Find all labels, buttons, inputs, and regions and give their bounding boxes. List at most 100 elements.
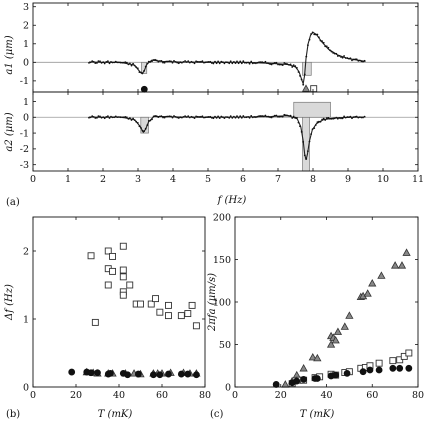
measured-point — [329, 49, 331, 52]
measured-point — [359, 116, 361, 118]
measured-point — [149, 119, 152, 122]
data-point-circle — [87, 369, 95, 377]
measured-point — [330, 117, 333, 120]
measured-point — [285, 114, 287, 117]
measured-point — [275, 114, 278, 117]
x-tick-label: 4 — [170, 174, 176, 185]
measured-point — [234, 62, 237, 64]
measured-point — [225, 61, 227, 64]
measured-point — [311, 31, 314, 34]
measured-point — [130, 64, 133, 67]
data-point-square — [375, 359, 383, 367]
measured-point — [239, 115, 242, 118]
measured-point — [303, 154, 306, 157]
measured-point — [233, 115, 235, 118]
measured-point — [324, 45, 327, 48]
measured-point — [166, 60, 169, 63]
panel-label-a: (a) — [6, 197, 20, 208]
c-x-axis-label: T (mK) — [300, 409, 335, 420]
measured-point — [272, 115, 275, 118]
measured-point — [147, 120, 150, 122]
measured-point — [351, 59, 353, 62]
measured-point — [203, 61, 205, 64]
measured-point — [97, 60, 100, 62]
measured-point — [302, 141, 305, 143]
x-tick-label: 6 — [240, 174, 246, 185]
measured-point — [307, 150, 309, 153]
measured-point — [233, 61, 235, 63]
measured-point — [179, 116, 182, 119]
data-point-triangle — [340, 322, 349, 330]
measured-point — [248, 116, 251, 119]
measured-point — [174, 61, 177, 63]
measured-point — [151, 118, 153, 121]
measured-point — [231, 62, 234, 65]
data-point-square — [137, 300, 144, 308]
measured-point — [239, 60, 242, 63]
measured-point — [184, 115, 187, 118]
measured-point — [242, 60, 245, 63]
measured-point — [176, 116, 179, 119]
y-tick-label: 2 — [23, 21, 29, 32]
data-point-square — [164, 301, 172, 309]
data-point-triangle — [363, 289, 372, 297]
measured-point — [188, 116, 191, 119]
measured-point — [214, 60, 216, 63]
measured-point — [171, 61, 174, 64]
measured-point — [108, 117, 111, 119]
data-point-circle — [359, 368, 367, 376]
data-point-circle — [177, 370, 185, 378]
data-point-circle — [332, 371, 340, 379]
measured-point — [300, 78, 303, 81]
data-point-square — [119, 291, 127, 299]
measured-point — [325, 45, 328, 48]
data-point-square — [119, 266, 127, 274]
measured-point — [226, 61, 229, 64]
data-point-square — [119, 242, 127, 250]
measured-point — [277, 63, 279, 66]
measured-point — [229, 60, 232, 63]
measured-point — [351, 117, 353, 120]
measured-point — [195, 60, 198, 63]
measured-point — [261, 115, 264, 117]
measured-point — [92, 60, 95, 63]
measured-point — [129, 62, 131, 65]
measured-point — [275, 61, 278, 64]
measured-point — [272, 62, 275, 65]
measured-point — [296, 117, 298, 119]
measured-point — [207, 116, 210, 118]
data-point-triangle — [333, 327, 343, 335]
measured-point — [181, 61, 183, 64]
measured-point — [253, 116, 256, 118]
measured-point — [119, 116, 122, 119]
measured-point — [245, 61, 248, 64]
x-tick-label: 8 — [310, 174, 316, 185]
measured-point — [199, 60, 202, 63]
measured-point — [212, 117, 215, 120]
measured-point — [144, 65, 147, 68]
measured-point — [124, 116, 127, 118]
measured-point — [149, 61, 152, 63]
measured-point — [283, 113, 286, 116]
measured-point — [146, 62, 149, 65]
measured-point — [113, 116, 116, 119]
measured-point — [259, 115, 262, 117]
measured-point — [215, 117, 218, 119]
measured-point — [313, 33, 316, 36]
measured-point — [89, 61, 92, 64]
measured-point — [222, 116, 224, 118]
measured-point — [324, 119, 327, 121]
data-point-circle — [165, 370, 172, 378]
measured-point — [273, 114, 276, 117]
measured-point — [129, 117, 131, 119]
data-point-circle — [94, 369, 101, 377]
measured-point — [286, 114, 289, 117]
measured-point — [124, 61, 127, 64]
measured-point — [269, 63, 271, 65]
measured-point — [152, 115, 155, 118]
measured-point — [346, 116, 349, 118]
measured-point — [340, 56, 342, 58]
measured-point — [135, 66, 138, 69]
x-tick-label: 40 — [320, 390, 332, 401]
measured-point — [305, 55, 308, 58]
